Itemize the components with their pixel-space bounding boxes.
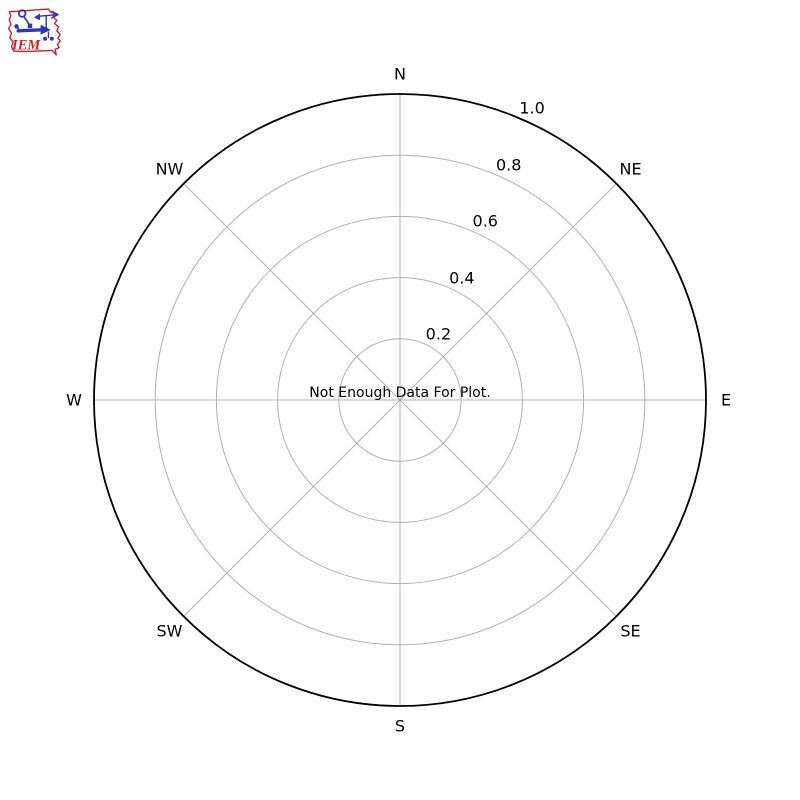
grid-ring-0.8 [154,154,646,646]
compass-label-S: S [394,716,406,736]
r-tick-label-1.0: 1.0 [519,98,545,118]
grid-ring-0.2 [338,338,462,462]
grid-spoke-NE [399,183,617,401]
compass-label-SE: SE [620,621,641,641]
no-data-message: Not Enough Data For Plot. [309,385,491,401]
compass-label-NW: NW [155,159,184,179]
weather-instrument-icon [14,9,59,41]
compass-label-W: W [66,390,82,410]
grid-spoke-SW [183,399,401,617]
iem-logo-text: IEM [11,37,41,53]
compass-label-SW: SW [156,621,183,641]
compass-label-E: E [720,390,732,410]
grid-ring-0.4 [277,277,523,523]
outer-ring [93,93,707,707]
r-tick-label-0.2: 0.2 [425,324,452,344]
iem-logo: IEM [7,8,61,56]
compass-label-N: N [394,64,406,84]
iowa-state-outline-icon [7,8,61,56]
grid-spoke-SE [399,399,617,617]
grid-ring-0.6 [215,215,585,585]
grid-spoke-NW [183,183,401,401]
r-tick-label-0.4: 0.4 [449,268,475,288]
r-tick-label-0.8: 0.8 [495,155,522,175]
r-tick-label-0.6: 0.6 [472,211,498,231]
compass-label-NE: NE [619,159,642,179]
